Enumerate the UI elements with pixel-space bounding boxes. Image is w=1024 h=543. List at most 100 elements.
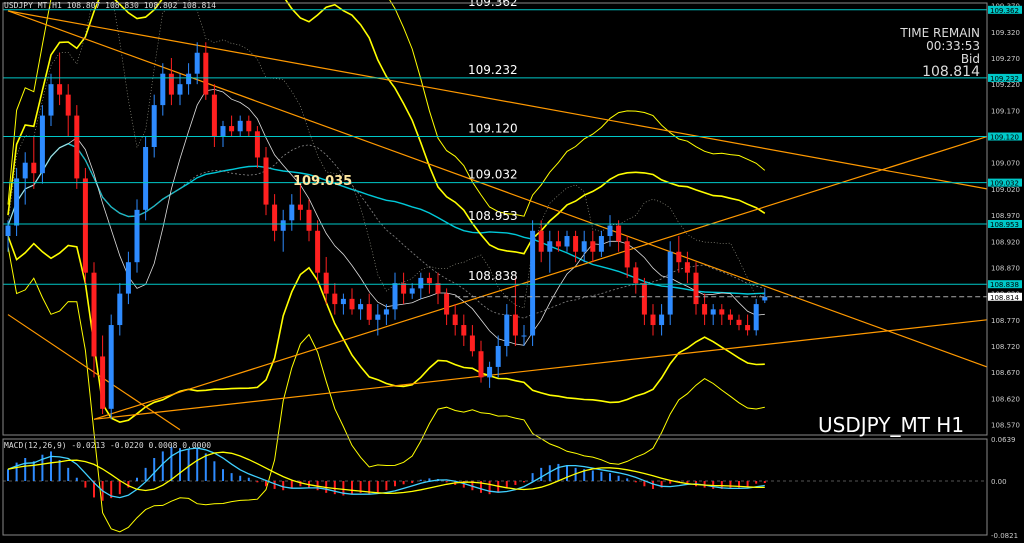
candle-body [74,115,80,179]
candle-body [117,293,123,326]
symbol-watermark: USDJPY_MT H1 [818,413,965,437]
candle-body [160,73,166,106]
candle-body [426,277,432,284]
candle-body [65,94,71,116]
y-tick-label: 108.720 [991,343,1020,351]
candle-body [762,296,768,301]
y-tick-label: 108.870 [991,264,1020,272]
level-label: 109.032 [468,168,518,182]
short-band-line [7,0,765,309]
candle-body [736,319,742,326]
y-tick-label: 109.170 [991,107,1020,115]
ma-mid-line [7,143,765,319]
candle-body [22,162,28,179]
candle-body [727,314,733,320]
candle-body [125,262,131,294]
candle-body [194,52,200,74]
chart-header: USDJPY_MT,H1 108.807 108.830 108.802 108… [4,1,216,10]
macd-signal-line [7,451,765,494]
candle-body [349,298,355,310]
candle-body [504,314,510,346]
macd-tick-label: -0.0821 [991,532,1018,539]
level-label: 109.232 [468,63,518,77]
candle-body [512,314,518,336]
candle-body [667,251,673,315]
candle-body [555,241,561,247]
level-label: 108.953 [468,209,518,223]
bid-price-tag [988,292,1022,301]
candle-body [581,241,587,252]
candle-body [598,236,604,252]
level-price-tag [988,280,1022,289]
y-tick-label: 108.670 [991,369,1020,377]
level-price-tag-label: 109.362 [990,7,1019,15]
candle-body [719,309,725,315]
y-tick-label: 109.220 [991,81,1020,89]
level-label: 108.838 [468,269,518,283]
candle-body [211,94,217,137]
candle-body [383,309,389,315]
candle-body [461,325,467,336]
level-price-tag [988,5,1022,14]
candle-body [14,178,20,226]
candle-body [186,73,192,85]
candle-body [272,204,278,231]
bollinger-upper-line [7,0,766,255]
candle-body [710,309,716,315]
candle-body [409,288,415,294]
candle-body [616,225,622,242]
candle-body [315,230,321,273]
macd-tick-label: 0.0639 [991,436,1016,444]
candle-body [659,314,665,326]
level-price-tag-label: 108.838 [990,281,1019,289]
bid-value: 108.814 [922,64,980,80]
candle-body [220,126,226,137]
candle-body [323,272,329,294]
candle-body [650,314,656,326]
candle-body [495,345,501,367]
candle-body [48,84,54,116]
trend-line [93,135,988,420]
candle-body [538,230,544,252]
candle-body [5,225,11,237]
candle-body [452,314,458,326]
level-label: 109.362 [468,0,518,9]
candle-body [340,298,346,305]
candle-body [624,241,630,268]
candle-body [306,209,312,231]
time-remain-value: 00:33:53 [926,39,980,53]
bollinger-lower-line [7,235,765,423]
candle-body [91,272,97,357]
y-tick-label: 108.620 [991,395,1020,403]
candle-body [478,351,484,378]
candle-body [237,120,243,132]
symbol-label: USDJPY_MT,H1 [4,1,62,10]
candle-body [530,230,536,336]
level-price-tag [988,178,1022,187]
y-tick-label: 109.070 [991,160,1020,168]
candle-body [392,283,398,310]
bollinger-outer-lower-line [7,246,765,533]
candle-body [469,335,475,352]
candle-body [100,356,106,409]
candle-body [375,314,381,320]
candle-body [641,283,647,315]
candle-body [590,241,596,252]
price-annotation: 109.035 [293,174,352,189]
macd-header: MACD(12,26,9) -0.0213 -0.0220 0.0008 0.0… [4,441,212,450]
trend-line [7,10,988,190]
level-price-tag [988,73,1022,82]
y-tick-label: 108.970 [991,212,1020,220]
candle-body [297,204,303,210]
ohlc-values: 108.807 108.830 108.802 108.814 [66,1,216,10]
candle-body [246,120,252,132]
y-tick-label: 108.570 [991,422,1020,430]
candle-body [31,162,37,174]
candle-body [143,147,149,210]
candle-body [418,277,424,289]
candle-body [177,84,183,95]
candle-body [435,283,441,294]
time-remain-panel: TIME REMAIN 00:33:53 Bid 108.814 [900,27,980,80]
candle-body [203,52,209,95]
